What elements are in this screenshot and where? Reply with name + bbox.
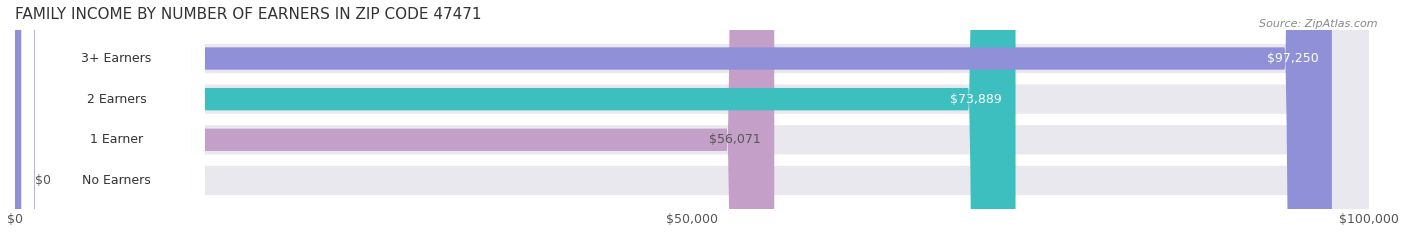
FancyBboxPatch shape bbox=[15, 0, 1015, 233]
FancyBboxPatch shape bbox=[15, 0, 1369, 233]
Text: $73,889: $73,889 bbox=[950, 93, 1002, 106]
FancyBboxPatch shape bbox=[15, 0, 1369, 233]
FancyBboxPatch shape bbox=[15, 0, 1369, 233]
Text: 1 Earner: 1 Earner bbox=[90, 133, 143, 146]
FancyBboxPatch shape bbox=[15, 0, 775, 233]
FancyBboxPatch shape bbox=[15, 0, 1369, 233]
FancyBboxPatch shape bbox=[21, 0, 204, 233]
Text: $56,071: $56,071 bbox=[709, 133, 761, 146]
FancyBboxPatch shape bbox=[21, 0, 204, 233]
Text: $97,250: $97,250 bbox=[1267, 52, 1319, 65]
Text: 2 Earners: 2 Earners bbox=[87, 93, 146, 106]
Text: Source: ZipAtlas.com: Source: ZipAtlas.com bbox=[1260, 19, 1378, 29]
FancyBboxPatch shape bbox=[21, 0, 204, 233]
Text: $0: $0 bbox=[35, 174, 51, 187]
Text: FAMILY INCOME BY NUMBER OF EARNERS IN ZIP CODE 47471: FAMILY INCOME BY NUMBER OF EARNERS IN ZI… bbox=[15, 7, 481, 22]
FancyBboxPatch shape bbox=[21, 0, 204, 233]
Text: 3+ Earners: 3+ Earners bbox=[82, 52, 152, 65]
FancyBboxPatch shape bbox=[15, 0, 1331, 233]
Text: No Earners: No Earners bbox=[82, 174, 150, 187]
